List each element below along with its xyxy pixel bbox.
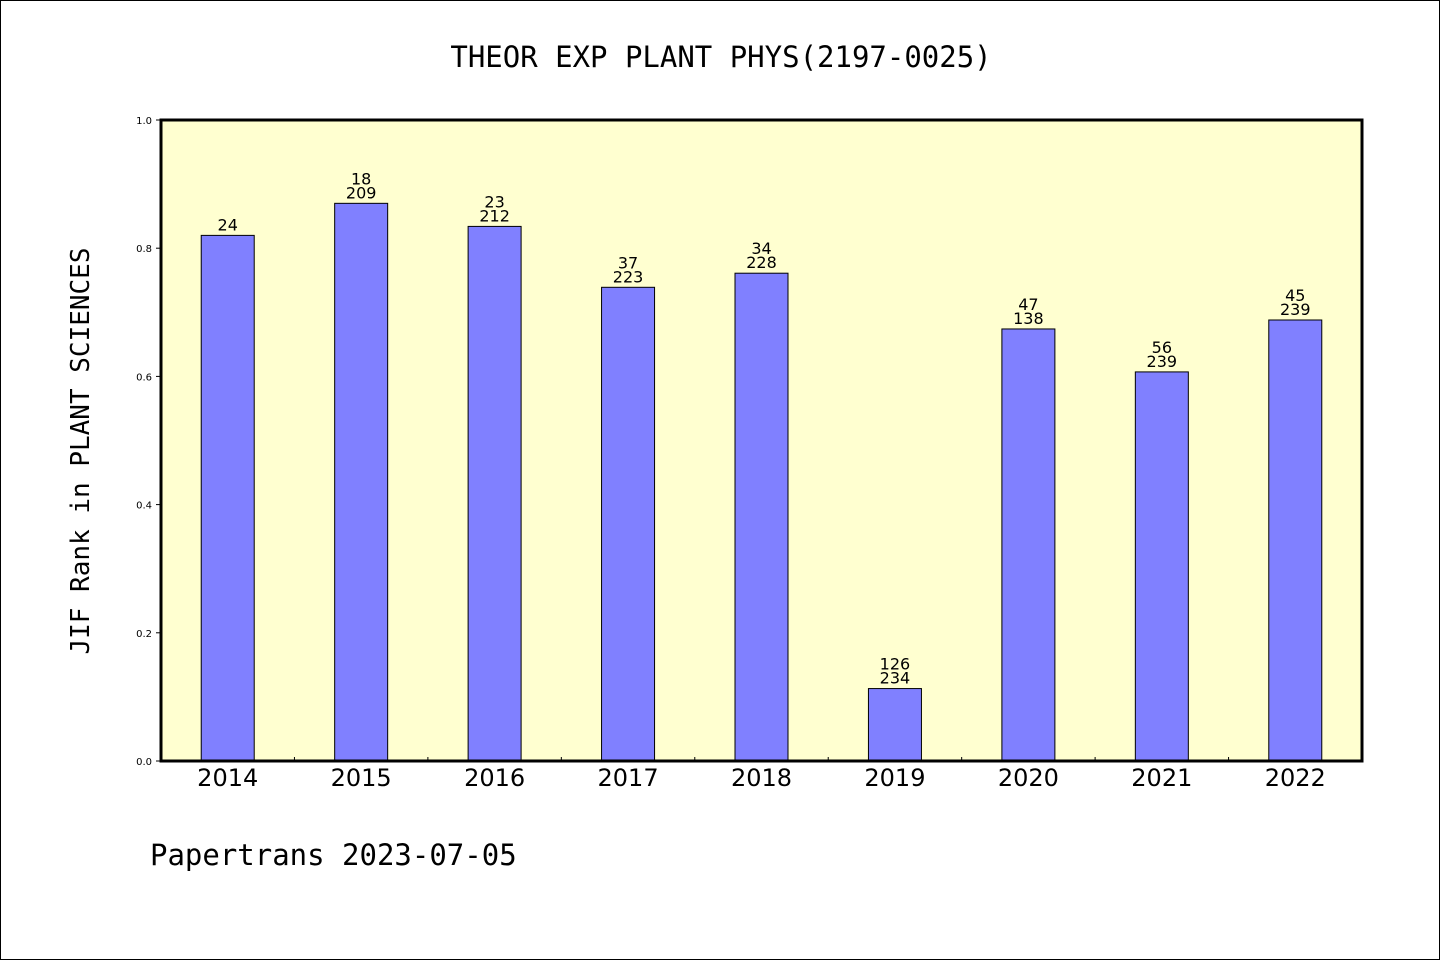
x-tick-label: 2015 xyxy=(331,764,392,792)
y-tick-label: 0.2 xyxy=(136,629,152,640)
bar-2016 xyxy=(467,225,522,762)
bar-label: 37 xyxy=(618,253,638,272)
bar-label: 23 xyxy=(484,192,504,211)
y-tick-label: 1.0 xyxy=(136,116,152,127)
bar-label: 126 xyxy=(880,655,911,674)
x-tick-label: 2016 xyxy=(464,764,525,792)
bar-2017 xyxy=(601,286,656,762)
bar-2019 xyxy=(867,688,922,762)
footer-credit: Papertrans 2023-07-05 xyxy=(150,838,517,872)
bar-label: 212 xyxy=(479,206,510,225)
y-tick-label: 0.4 xyxy=(136,501,152,512)
y-tick-label: 0.6 xyxy=(136,372,152,383)
bar-label: 228 xyxy=(746,253,777,272)
bar-label: 24 xyxy=(218,215,238,234)
chart-title: THEOR EXP PLANT PHYS(2197-0025) xyxy=(450,40,991,74)
x-tick-label: 2017 xyxy=(598,764,659,792)
bar-2022 xyxy=(1268,319,1323,762)
bar-2018 xyxy=(734,272,789,762)
bar-label: 234 xyxy=(880,669,911,688)
y-tick-label: 0.0 xyxy=(136,757,152,768)
bar-label: 223 xyxy=(613,267,644,286)
plot-frame xyxy=(159,118,1364,763)
bar-label: 239 xyxy=(1280,300,1311,319)
x-tick-label: 2021 xyxy=(1131,764,1192,792)
x-tick-label: 2018 xyxy=(731,764,792,792)
bar-label: 209 xyxy=(346,183,377,202)
x-tick-label: 2022 xyxy=(1265,764,1326,792)
bar-label: 18 xyxy=(351,169,371,188)
x-tick-label: 2020 xyxy=(998,764,1059,792)
bar-label: 47 xyxy=(1018,295,1038,314)
x-tick-label: 2019 xyxy=(864,764,925,792)
bar-label: 56 xyxy=(1152,338,1172,357)
y-axis-label: JIF Rank in PLANT SCIENCES xyxy=(66,248,96,655)
bar-2021 xyxy=(1134,371,1189,762)
bar-label: 138 xyxy=(1013,309,1044,328)
x-tick-label: 2014 xyxy=(197,764,258,792)
bar-2014 xyxy=(200,234,255,762)
y-tick-label: 0.8 xyxy=(136,244,152,255)
bar-2020 xyxy=(1001,328,1056,762)
bar-label: 239 xyxy=(1147,352,1178,371)
bar-label: 45 xyxy=(1285,286,1305,305)
bar-2015 xyxy=(334,202,389,762)
bar-label: 34 xyxy=(751,239,771,258)
